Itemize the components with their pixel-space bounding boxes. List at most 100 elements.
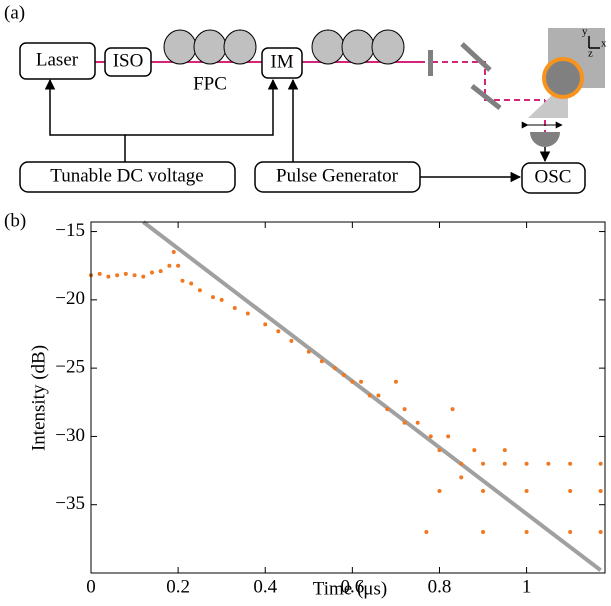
data-point	[332, 366, 337, 371]
y-tick-label: −20	[55, 288, 85, 309]
data-point	[289, 338, 294, 343]
x-axis-title: Time (μs)	[313, 578, 387, 599]
detector	[530, 132, 560, 147]
chart: (b) Time (μs) Intensity (dB) 0 0.2 0.4 0.6 0…	[4, 210, 606, 599]
fpc-label: FPC	[193, 73, 227, 94]
data-point	[149, 270, 154, 275]
data-point	[472, 448, 477, 453]
x-tick-label: 0.2	[166, 576, 190, 597]
data-point	[376, 393, 381, 398]
free-space-beam	[432, 61, 545, 101]
mirror	[460, 42, 492, 72]
data-point	[524, 530, 529, 535]
box	[19, 42, 96, 80]
axes-icon	[588, 36, 600, 49]
data-point	[359, 379, 364, 384]
y-tick-label: −35	[55, 493, 85, 514]
fit-line	[142, 220, 602, 572]
data-point	[437, 489, 442, 494]
data-point	[167, 263, 172, 268]
box	[261, 47, 303, 79]
data-point	[415, 420, 420, 425]
data-point	[481, 461, 486, 466]
axis-label: x	[601, 38, 607, 50]
data-point	[306, 349, 311, 354]
data-point	[197, 288, 202, 293]
data-point	[402, 407, 407, 412]
x-tick-label: 0.4	[253, 576, 277, 597]
x-tick-label: 0.8	[428, 576, 452, 597]
data-point	[106, 274, 111, 279]
data-point	[176, 263, 181, 268]
data-point	[428, 434, 433, 439]
axis-label: y	[582, 26, 588, 38]
data-point	[598, 489, 603, 494]
data-point	[350, 379, 355, 384]
panel-label: (a)	[4, 2, 25, 23]
data-point	[158, 269, 163, 274]
data-point	[189, 281, 194, 286]
data-point	[437, 448, 442, 453]
data-point	[568, 530, 573, 535]
lens	[428, 50, 433, 76]
axis-label: z	[588, 48, 593, 60]
data-point	[141, 274, 146, 279]
data-point	[446, 434, 451, 439]
wires	[44, 78, 551, 183]
data-point	[598, 530, 603, 535]
data-point	[319, 359, 324, 364]
box	[104, 47, 152, 77]
fpc-loops	[163, 29, 405, 65]
data-point	[219, 297, 224, 302]
mirror	[470, 84, 502, 110]
data-point	[459, 461, 464, 466]
data-point	[367, 393, 372, 398]
data-point	[568, 461, 573, 466]
x-tick-label: 0.6	[340, 576, 364, 597]
data-point	[524, 489, 529, 494]
data-point	[276, 329, 281, 334]
data-point	[524, 461, 529, 466]
box-label: Tunable DC voltage	[50, 165, 203, 186]
plot-frame	[90, 221, 606, 574]
resonator	[542, 57, 584, 99]
data-point	[132, 273, 137, 278]
box-label: IM	[270, 51, 293, 72]
data-point	[546, 461, 551, 466]
data-point	[341, 372, 346, 377]
data-point	[180, 278, 185, 283]
data-point	[459, 475, 464, 480]
box	[521, 162, 586, 194]
data-point	[232, 306, 237, 311]
data-point	[502, 461, 507, 466]
y-tick-label: −30	[55, 425, 85, 446]
data-point	[393, 379, 398, 384]
data-point	[245, 311, 250, 316]
box	[254, 161, 421, 193]
data-point	[481, 530, 486, 535]
box-label: ISO	[113, 50, 144, 71]
data-point	[424, 530, 429, 535]
data-point	[402, 420, 407, 425]
diagram: (a) y x z Laser ISO FPC IM Tunable DC vo…	[4, 2, 607, 194]
y-axis-title: Intensity (dB)	[28, 345, 49, 451]
data-point	[115, 273, 120, 278]
data-point	[502, 448, 507, 453]
data-point	[210, 295, 215, 300]
data-point	[481, 489, 486, 494]
box-label: Laser	[36, 49, 79, 70]
data-point	[171, 250, 176, 255]
data-point	[263, 322, 268, 327]
box	[19, 161, 236, 193]
panel-label: (b)	[4, 210, 26, 231]
box-label: OSC	[535, 166, 572, 187]
box-label: Pulse Generator	[276, 165, 399, 186]
y-tick-label: −15	[55, 220, 85, 241]
data-point	[97, 271, 102, 276]
x-tick-label: 0	[86, 576, 96, 597]
x-tick-label: 1	[522, 576, 532, 597]
y-tick-label: −25	[55, 356, 85, 377]
data-point	[568, 489, 573, 494]
data-point	[450, 407, 455, 412]
data-point	[598, 461, 603, 466]
